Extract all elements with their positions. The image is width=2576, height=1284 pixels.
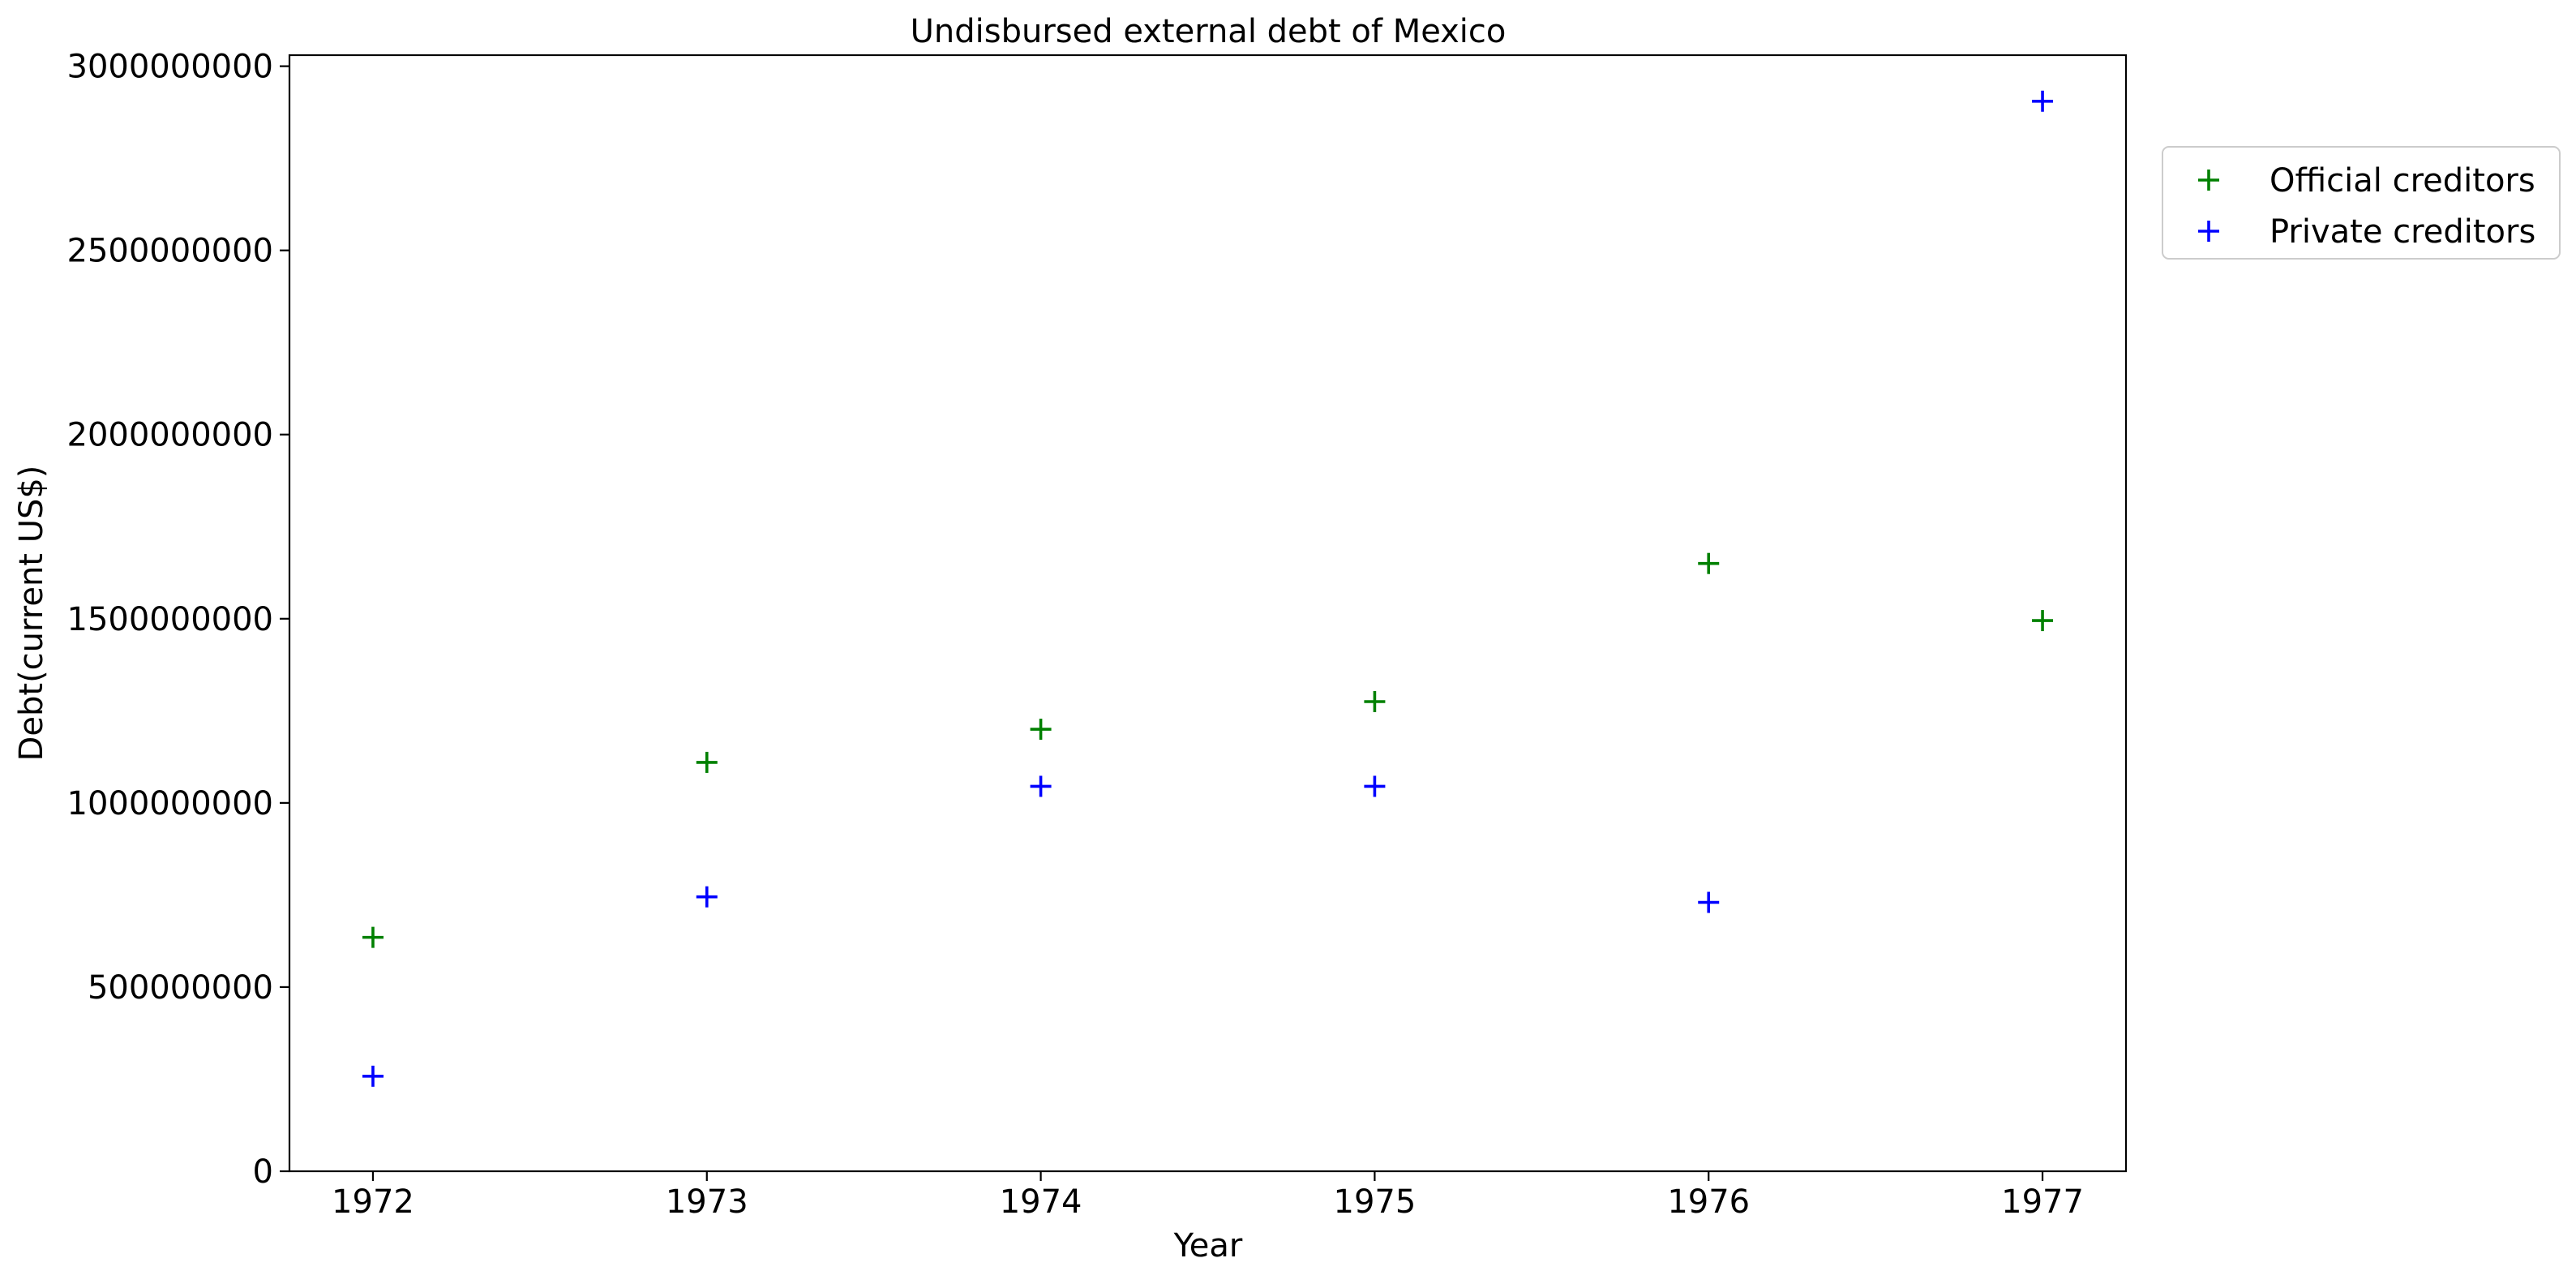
- y-axis-label: Debt(current US$): [13, 466, 50, 762]
- x-axis-ticks: 1972 1973 1974 1975 1976 1977: [332, 1171, 2084, 1221]
- plot-frame: [288, 54, 2128, 1173]
- chart-title: Undisbursed external debt of Mexico: [911, 13, 1507, 50]
- data-point-private: [362, 1065, 384, 1087]
- data-point-private: [2032, 90, 2054, 112]
- x-tick-label: 1975: [1334, 1183, 1417, 1221]
- data-point-private: [1364, 775, 1386, 797]
- y-axis-ticks: 0 500000000 1000000000 1500000000 2000000000…: [67, 49, 289, 1191]
- y-tick-label: 500000000: [88, 969, 273, 1007]
- y-tick-label: 2000000000: [67, 417, 274, 454]
- x-tick-label: 1974: [1000, 1183, 1082, 1221]
- y-tick-label: 1000000000: [67, 785, 274, 822]
- data-point-official: [2032, 610, 2054, 632]
- data-point-official: [1030, 719, 1052, 741]
- data-point-official: [1698, 552, 1720, 574]
- data-point-official: [1364, 690, 1386, 712]
- legend: Official creditors Private creditors: [2162, 146, 2561, 260]
- legend-marker: [2198, 221, 2219, 242]
- data-point-official: [696, 751, 718, 773]
- data-point-official: [362, 926, 384, 948]
- y-tick-label: 3000000000: [67, 49, 274, 86]
- data-point-private: [1698, 891, 1720, 913]
- y-tick-label: 0: [253, 1153, 273, 1191]
- x-tick-label: 1973: [666, 1183, 748, 1221]
- x-axis-label: Year: [1173, 1227, 1243, 1265]
- x-tick-label: 1976: [1667, 1183, 1750, 1221]
- y-tick-label: 2500000000: [67, 233, 274, 270]
- legend-label: Official creditors: [2270, 162, 2535, 200]
- y-tick-label: 1500000000: [67, 601, 274, 638]
- data-point-private: [1030, 775, 1052, 797]
- x-tick-label: 1977: [2001, 1183, 2084, 1221]
- x-tick-label: 1972: [332, 1183, 414, 1221]
- data-markers: [362, 90, 2054, 1087]
- legend-marker: [2198, 170, 2219, 191]
- legend-label: Private creditors: [2270, 213, 2535, 251]
- data-point-private: [696, 886, 718, 908]
- legend-box: [2162, 146, 2561, 260]
